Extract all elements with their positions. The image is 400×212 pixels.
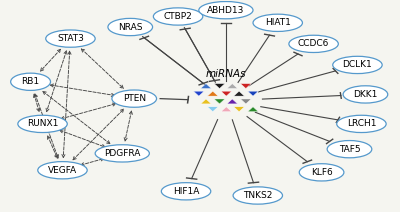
Text: LRCH1: LRCH1 — [347, 119, 376, 128]
Ellipse shape — [333, 56, 382, 74]
Ellipse shape — [337, 115, 386, 132]
Polygon shape — [227, 99, 238, 104]
Polygon shape — [221, 107, 232, 112]
Polygon shape — [240, 84, 251, 89]
Ellipse shape — [233, 187, 282, 204]
Text: ABHD13: ABHD13 — [207, 6, 244, 15]
Polygon shape — [221, 91, 232, 96]
Polygon shape — [240, 99, 251, 104]
Polygon shape — [248, 107, 258, 112]
Ellipse shape — [343, 86, 388, 103]
Text: RUNX1: RUNX1 — [27, 119, 58, 128]
Polygon shape — [227, 84, 238, 89]
Ellipse shape — [112, 90, 156, 107]
Text: PDGFRA: PDGFRA — [104, 149, 140, 158]
Polygon shape — [214, 84, 225, 89]
Ellipse shape — [199, 1, 253, 19]
Text: KLF6: KLF6 — [311, 168, 332, 177]
Text: NRAS: NRAS — [118, 22, 142, 32]
Text: miRNAs: miRNAs — [206, 69, 246, 79]
Text: HIAT1: HIAT1 — [265, 18, 291, 27]
Ellipse shape — [153, 8, 203, 25]
Ellipse shape — [161, 183, 211, 200]
Text: DKK1: DKK1 — [353, 90, 378, 99]
Ellipse shape — [253, 14, 302, 31]
Ellipse shape — [299, 164, 344, 181]
Polygon shape — [207, 91, 218, 96]
Ellipse shape — [38, 162, 87, 179]
Text: PTEN: PTEN — [123, 94, 146, 103]
Text: DCLK1: DCLK1 — [342, 60, 372, 70]
Polygon shape — [248, 91, 258, 96]
Ellipse shape — [18, 115, 67, 132]
Ellipse shape — [95, 145, 149, 162]
Text: CCDC6: CCDC6 — [298, 39, 329, 48]
Text: CTBP2: CTBP2 — [164, 12, 192, 21]
Polygon shape — [200, 99, 211, 104]
Ellipse shape — [46, 30, 95, 47]
Ellipse shape — [108, 18, 152, 36]
Polygon shape — [214, 99, 225, 104]
Ellipse shape — [11, 73, 50, 90]
Ellipse shape — [327, 141, 372, 158]
Text: STAT3: STAT3 — [57, 34, 84, 43]
Text: HIF1A: HIF1A — [173, 187, 199, 196]
Polygon shape — [200, 84, 211, 89]
Ellipse shape — [289, 35, 338, 53]
Text: VEGFA: VEGFA — [48, 166, 77, 175]
Polygon shape — [207, 107, 218, 112]
Text: TAF5: TAF5 — [339, 145, 360, 154]
Polygon shape — [194, 91, 204, 96]
Polygon shape — [234, 91, 244, 96]
Polygon shape — [234, 107, 244, 112]
Text: TNKS2: TNKS2 — [243, 191, 272, 200]
Text: RB1: RB1 — [22, 77, 40, 86]
